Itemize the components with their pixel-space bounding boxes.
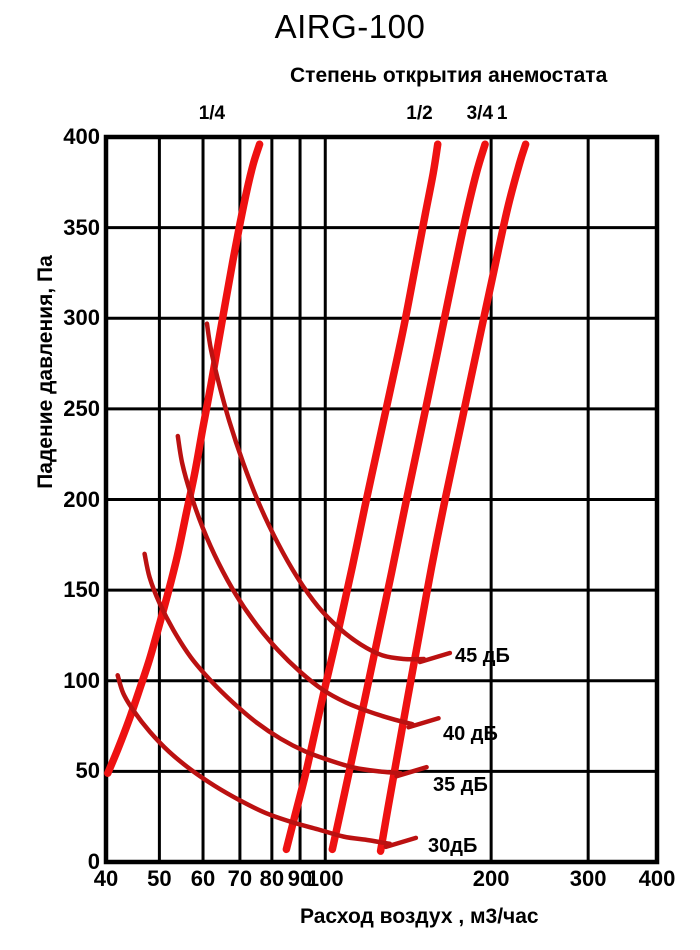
noise-level-label: 30дБ: [428, 835, 478, 857]
x-axis-label: Расход воздух , м3/час: [300, 905, 539, 928]
y-tick-label: 400: [63, 124, 100, 149]
plot-frame: [103, 134, 660, 865]
y-tick-label: 300: [63, 305, 100, 331]
noise-curve-30-dB: [115, 673, 393, 847]
noise-curve-45-dB: [204, 321, 427, 662]
opening-curve-1-2: [282, 140, 442, 854]
x-tick-label: 50: [147, 866, 172, 891]
y-tick-label: 250: [63, 395, 100, 421]
x-tick-label: 80: [259, 866, 285, 891]
y-tick-label: 200: [63, 486, 100, 512]
chart-subtitle: Степень открытия анемостата: [290, 64, 608, 87]
x-tick-label: 200: [472, 866, 510, 891]
opening-curve-1-4: [104, 140, 264, 777]
noise-leader-ticks: [383, 650, 453, 850]
x-tick-label: 60: [190, 866, 216, 891]
opening-curve-1: [376, 140, 530, 855]
opening-curve-3-4: [328, 140, 489, 854]
opening-degree-label: 1/4: [198, 103, 226, 124]
y-axis-ticks: 0 50 100 150 200 250 300 350 400: [34, 0, 100, 950]
opening-degree-label: 3/4: [466, 103, 494, 124]
x-tick-label: 300: [569, 866, 607, 891]
noise-level-label: 40 дБ: [443, 723, 498, 745]
y-tick-label: 50: [75, 758, 100, 784]
y-tick-label: 100: [63, 667, 100, 693]
y-tick-label: 0: [87, 849, 100, 874]
opening-degree-label: 1: [496, 103, 508, 124]
x-tick-label: 100: [306, 866, 344, 891]
data-curves: [104, 140, 530, 855]
y-tick-label: 150: [63, 577, 100, 603]
y-tick-label: 350: [63, 214, 100, 240]
noise-level-label: 35 дБ: [433, 774, 488, 796]
x-tick-label: 70: [227, 866, 253, 891]
x-tick-label: 400: [638, 866, 676, 891]
noise-curve-40-dB: [175, 433, 415, 727]
noise-level-label: 45 дБ: [455, 645, 510, 667]
opening-degree-label: 1/2: [406, 103, 433, 124]
noise-curve-35-dB: [142, 551, 403, 776]
x-tick-label: 90: [287, 866, 313, 891]
x-tick-label: 40: [93, 866, 119, 891]
page-title: AIRG-100: [274, 8, 426, 45]
